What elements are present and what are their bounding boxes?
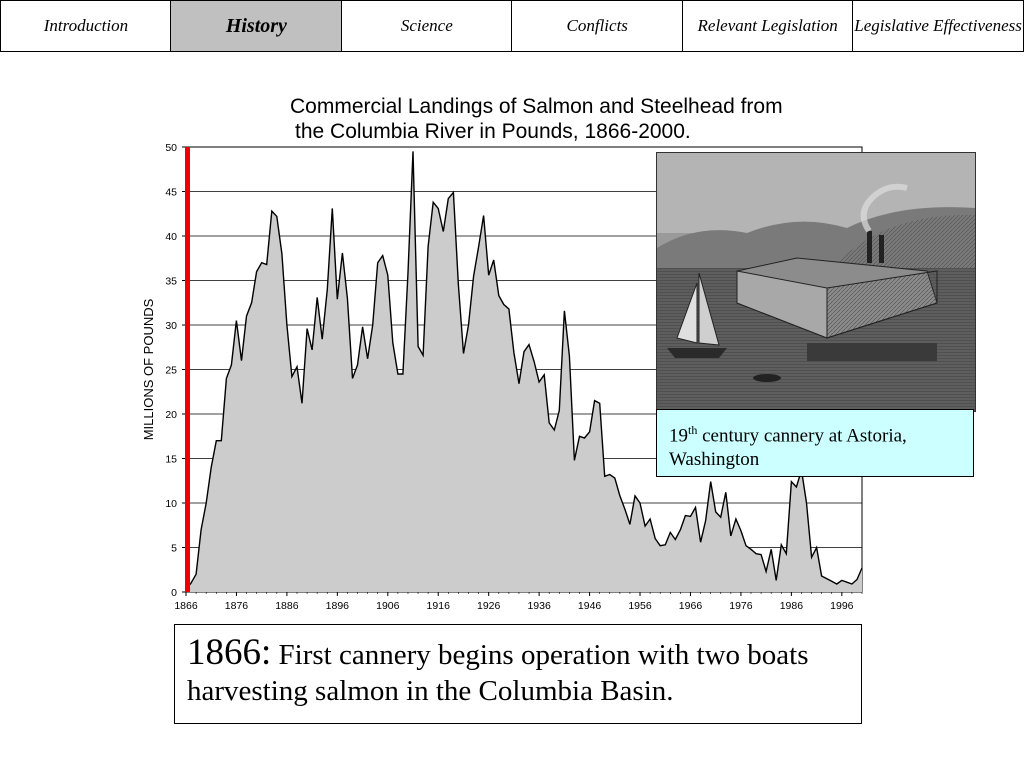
x-tick-label: 1946: [578, 600, 602, 612]
caption-century: 19: [669, 425, 688, 447]
caption-ordinal: th: [688, 423, 698, 437]
tab-relevant-legislation[interactable]: Relevant Legislation: [681, 0, 854, 52]
x-tick-label: 1976: [729, 600, 753, 612]
highlight-year-marker: [185, 147, 190, 592]
tab-science[interactable]: Science: [340, 0, 513, 52]
x-tick-label: 1916: [427, 600, 451, 612]
caption-text: century cannery at Astoria, Washington: [669, 425, 907, 471]
chart-title-line1: Commercial Landings of Salmon and Steelh…: [290, 95, 783, 118]
y-tick-label: 25: [165, 365, 177, 377]
x-tick-label: 1866: [174, 600, 198, 612]
event-year: 1866:: [187, 632, 272, 673]
y-tick-label: 15: [165, 454, 177, 466]
y-tick-label: 10: [165, 498, 177, 510]
tab-history[interactable]: History: [170, 0, 343, 52]
y-axis-label: MILLIONS OF POUNDS: [141, 298, 156, 440]
event-description: 1866: First cannery begins operation wit…: [174, 624, 862, 724]
y-tick-label: 30: [165, 320, 177, 332]
x-tick-label: 1926: [477, 600, 501, 612]
y-tick-label: 45: [165, 187, 177, 199]
x-tick-label: 1966: [679, 600, 703, 612]
x-tick-label: 1896: [326, 600, 350, 612]
cannery-photo: [656, 152, 976, 412]
y-tick-label: 35: [165, 276, 177, 288]
x-tick-label: 1936: [527, 600, 551, 612]
nav-tabs: Introduction History Science Conflicts R…: [0, 0, 1024, 52]
y-tick-label: 50: [165, 142, 177, 154]
x-tick-label: 1876: [225, 600, 249, 612]
x-tick-label: 1986: [780, 600, 804, 612]
event-text: First cannery begins operation with two …: [187, 639, 809, 707]
cannery-illustration-icon: [657, 153, 975, 411]
y-tick-label: 0: [171, 587, 177, 599]
chart-title: Commercial Landings of Salmon and Steelh…: [290, 94, 890, 144]
x-tick-label: 1956: [628, 600, 652, 612]
x-tick-label: 1886: [275, 600, 299, 612]
y-tick-label: 20: [165, 409, 177, 421]
y-tick-label: 5: [171, 543, 177, 555]
landings-area: [186, 151, 862, 592]
tab-introduction[interactable]: Introduction: [0, 0, 172, 52]
x-tick-label: 1996: [830, 600, 854, 612]
y-tick-label: 40: [165, 231, 177, 243]
tab-conflicts[interactable]: Conflicts: [511, 0, 684, 52]
landings-line: [185, 151, 863, 590]
chart-title-line2: the Columbia River in Pounds, 1866-2000.: [295, 120, 691, 143]
photo-caption: 19th century cannery at Astoria, Washing…: [656, 409, 974, 477]
x-tick-label: 1906: [376, 600, 400, 612]
tab-legislative-effectiveness[interactable]: Legislative Effectiveness: [852, 0, 1024, 52]
